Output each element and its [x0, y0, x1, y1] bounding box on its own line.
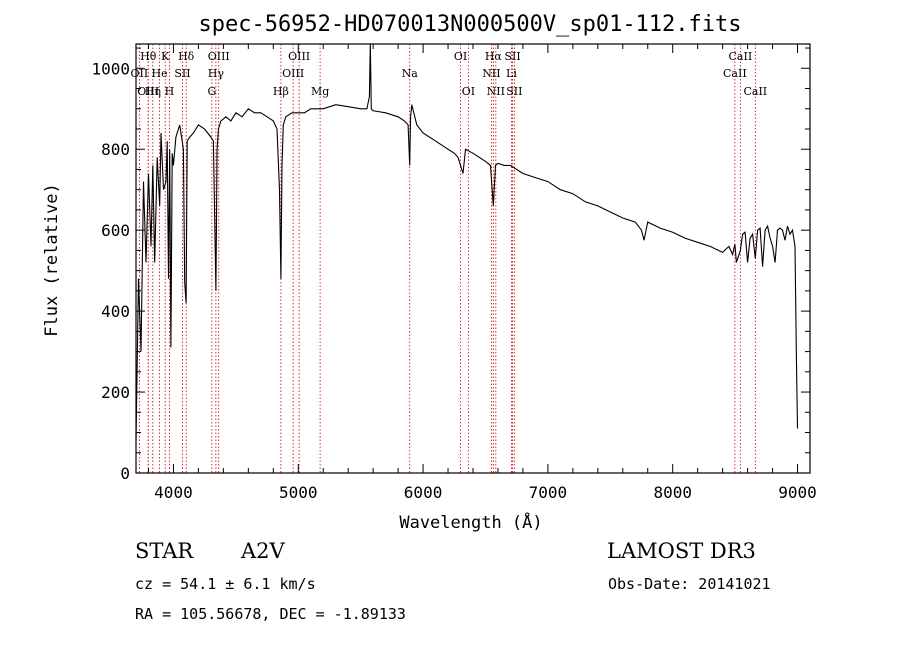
- spectral-line-label: Hα: [485, 50, 503, 63]
- spectral-line-label: Na: [402, 67, 419, 80]
- spectral-line-label: CaII: [743, 85, 767, 98]
- x-tick-label: 4000: [154, 483, 193, 502]
- spectral-line-label: Mg: [311, 85, 329, 98]
- spectral-line-label: H: [165, 85, 175, 98]
- spectral-line-label: NII: [482, 67, 500, 80]
- x-axis-ticks: 4000 5000 6000 7000 8000 9000: [147, 44, 817, 502]
- spectral-line-label: K: [161, 50, 170, 63]
- chart-title: spec-56952-HD070013N000500V_sp01-112.fit…: [198, 12, 741, 37]
- spectral-line-label: OII: [131, 67, 149, 80]
- spectral-line-label: OIII: [137, 85, 159, 98]
- plot-frame: [135, 43, 811, 474]
- spectral-line-label: Hβ: [273, 85, 289, 98]
- y-tick-label: 600: [101, 221, 130, 240]
- observation-date: Obs-Date: 20141021: [608, 575, 771, 593]
- spectral-line-label: G: [207, 85, 216, 98]
- spectral-line-label: Hθ: [140, 50, 157, 63]
- survey-name: LAMOST DR3: [607, 539, 756, 563]
- x-tick-label: 9000: [778, 483, 817, 502]
- y-tick-label: 200: [101, 383, 130, 402]
- spectral-line-label: NII: [487, 85, 505, 98]
- x-tick-label: 5000: [279, 483, 318, 502]
- spectral-line-markers: [138, 44, 756, 473]
- spectral-line-label: SII: [174, 67, 190, 80]
- spectral-line-label: SII: [504, 50, 520, 63]
- spectrum-series-line: [135, 43, 799, 441]
- y-tick-label: 0: [120, 464, 130, 483]
- y-tick-label: 800: [101, 140, 130, 159]
- x-tick-label: 6000: [404, 483, 443, 502]
- coordinates-readout: RA = 105.56678, DEC = -1.89133: [135, 605, 406, 623]
- y-axis-ticks: 0 200 400 600 800 1000: [91, 47, 810, 483]
- spectral-line-label: Hδ: [178, 50, 195, 63]
- y-axis-label: Flux (relative): [42, 183, 62, 337]
- spectral-line-label: He: [152, 67, 168, 80]
- y-tick-label: 400: [101, 302, 130, 321]
- spectral-line-label: CaII: [723, 67, 747, 80]
- x-tick-label: 8000: [653, 483, 692, 502]
- spectral-line-label: OIII: [208, 50, 230, 63]
- spectral-line-label: OIII: [282, 67, 304, 80]
- x-tick-label: 7000: [529, 483, 568, 502]
- spectral-line-label: Li: [506, 67, 517, 80]
- y-tick-label: 1000: [91, 59, 130, 78]
- spectral-line-label: OI: [454, 50, 467, 63]
- spectral-line-label: SII: [506, 85, 522, 98]
- spectral-line-label: Hη: [145, 85, 161, 98]
- spectral-line-label: CaII: [729, 50, 753, 63]
- redshift-readout: cz = 54.1 ± 6.1 km/s: [135, 575, 316, 593]
- object-type: STAR: [135, 539, 194, 563]
- spectral-line-label: OIII: [288, 50, 310, 63]
- spectral-subclass: A2V: [241, 539, 285, 563]
- spectral-line-label: Hγ: [208, 67, 225, 80]
- x-axis-label: Wavelength (Å): [399, 511, 542, 533]
- spectral-line-label: OI: [462, 85, 475, 98]
